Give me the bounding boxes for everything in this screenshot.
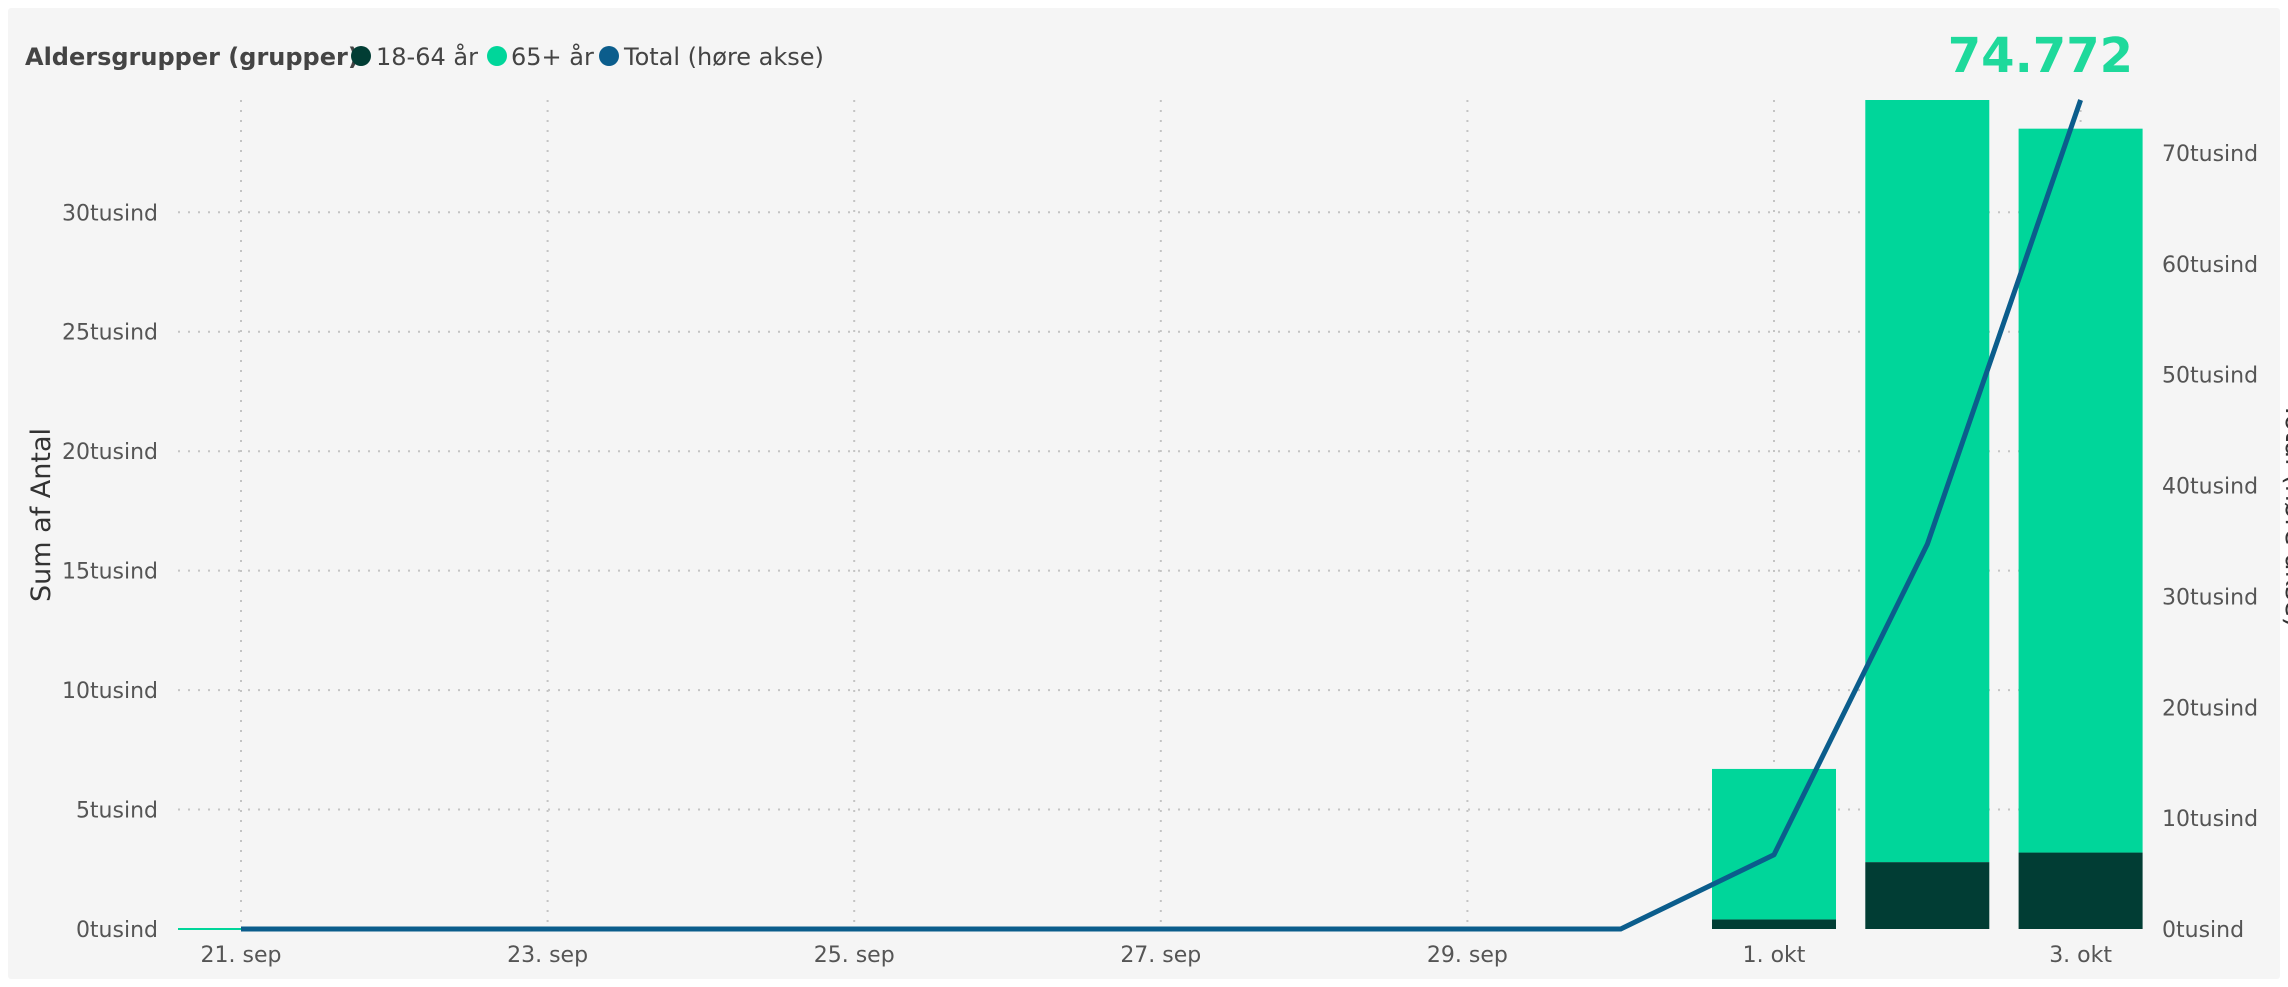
total-line [241, 99, 2083, 932]
x-tick-label: 29. sep [1427, 943, 1508, 968]
x-tick-label: 1. okt [1743, 943, 1806, 968]
gridlines [178, 100, 2148, 929]
legend-swatch-total [599, 46, 619, 66]
y-right-tick-label: 70tusind [2162, 142, 2258, 167]
legend-swatch-18-64 [351, 46, 371, 66]
legend-label-65plus: 65+ år [511, 42, 594, 71]
y-right-tick-label: 50tusind [2162, 364, 2258, 389]
bar-65plus [1712, 768, 1836, 920]
legend-label-18-64: 18-64 år [376, 42, 478, 71]
bar-18-64 [1712, 919, 1836, 929]
y-right-tick-label: 10tusind [2162, 807, 2258, 832]
legend-label-total: Total (høre akse) [623, 43, 824, 71]
y-right-tick-label: 60tusind [2162, 253, 2258, 278]
x-tick-label: 23. sep [507, 943, 588, 968]
bar-series [178, 100, 2143, 930]
bar-18-64 [1865, 862, 1990, 929]
y-left-tick-label: 15tusind [62, 560, 158, 585]
y-left-tick-label: 0tusind [76, 918, 158, 943]
y-left-tick-label: 25tusind [62, 321, 158, 346]
y-left-tick-label: 10tusind [62, 679, 158, 704]
total-value-annotation: 74.772 [1948, 28, 2133, 84]
total-line-series [241, 99, 2083, 932]
x-tick-label: 27. sep [1120, 943, 1201, 968]
y-axis-left-ticks: 0tusind 5tusind 10tusind 15tusind 20tusind 25… [62, 201, 158, 943]
legend: Aldersgrupper (grupper) 18-64 år 65+ år … [25, 42, 824, 71]
y-left-tick-label: 20tusind [62, 440, 158, 465]
y-axis-right-ticks: 0tusind 10tusind 20tusind 30tusind 40tusind 5… [2162, 142, 2258, 943]
y-right-tick-label: 30tusind [2162, 585, 2258, 610]
x-tick-label: 25. sep [814, 943, 895, 968]
y-right-tick-label: 40tusind [2162, 475, 2258, 500]
y-left-tick-label: 5tusind [76, 799, 158, 824]
bar-65plus [2018, 128, 2143, 853]
y-right-tick-label: 0tusind [2162, 918, 2244, 943]
y-axis-left-title: Sum af Antal [26, 428, 57, 602]
y-left-tick-label: 30tusind [62, 201, 158, 226]
y-right-tick-label: 20tusind [2162, 696, 2258, 721]
x-tick-label: 3. okt [2049, 943, 2112, 968]
y-axis-right-title: Total (høre akse) [2279, 402, 2288, 628]
legend-swatch-65plus[interactable] [487, 46, 507, 66]
x-tick-label: 21. sep [201, 943, 282, 968]
legend-title: Aldersgrupper (grupper) [25, 43, 359, 71]
bar-65plus [1865, 100, 1990, 863]
bar-18-64 [2018, 852, 2143, 929]
x-axis-ticks: 21. sep 23. sep 25. sep 27. sep 29. sep 1. ok… [201, 943, 2113, 968]
